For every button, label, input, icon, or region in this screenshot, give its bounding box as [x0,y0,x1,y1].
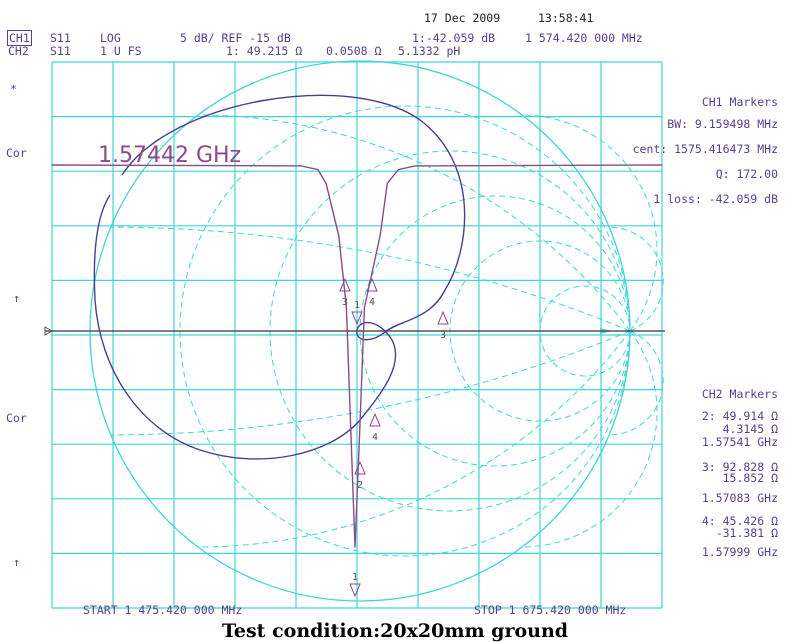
smith-reactance-arc [521,114,658,332]
smith-reactance-arc [609,330,664,436]
marker-1-symbol [351,311,363,326]
ch1-center: cent: 1575.416473 MHz [632,142,778,156]
active-channel-star: * [10,82,17,96]
ch2-m3-resistance: 3: 92.828 Ω [701,460,778,474]
cor-label-ch1: Cor [6,146,27,160]
ch2-m3-reactance: 15.852 Ω [722,471,778,485]
ch2-m2-frequency: 1.57541 GHz [701,435,778,449]
marker-4-symbol [366,277,378,292]
ch1-marker-readout: 1:-42.059 dB [412,31,496,45]
marker-1-label: 1 [354,300,360,311]
ref-arrow-1: ↑ [13,291,20,305]
ch2-inductance: 5.1332 pH [398,44,461,58]
ch2-m4-resistance: 4: 45.426 Ω [701,514,778,528]
marker-4-symbol [369,412,381,427]
smith-reactance-arc [521,330,658,548]
ch2-m4-frequency: 1.57999 GHz [701,545,778,559]
frequency-annotation: 1.57442 GHz [98,143,242,168]
marker-3-label: 3 [342,297,348,308]
smith-reactance-arc [609,226,664,332]
stop-frequency: STOP 1 675.420 000 MHz [474,603,627,617]
ch2-reactance: 0.0508 Ω [326,44,382,58]
log-mag-trace [51,164,663,548]
cor-label-ch2: Cor [6,411,27,425]
start-frequency: START 1 475.420 000 MHz [83,603,243,617]
ch1-q: Q: 172.00 [715,167,778,181]
ch2-markers-title: CH2 Markers [701,387,778,401]
ch2-m2-reactance: 4.3145 Ω [722,422,778,436]
marker-3-symbol [437,310,449,325]
marker-1-label: 1 [352,572,358,583]
smith-reactance-arc [359,330,631,602]
marker-1-symbol [349,583,361,598]
ch1-bw: BW: 9.159498 MHz [667,117,778,131]
ref-position-marker [44,326,54,336]
date-text: 17 Dec 2009 [424,11,501,25]
marker-4-label: 4 [369,297,375,308]
marker-2-label: 2 [357,480,363,491]
ch2-button[interactable]: CH2 [8,44,29,58]
ch2-param: S11 [50,44,71,58]
marker-3-symbol [339,277,351,292]
ch1-format: LOG [100,31,121,45]
ch2-marker-readout: 1: 49.215 Ω [226,44,303,58]
smith-reactance-arc [197,330,631,548]
time-text: 13:58:41 [538,11,594,25]
smith-trace [93,94,466,460]
ref-arrow-2: ↑ [13,555,20,569]
ch2-format: 1 U FS [100,44,142,58]
marker-3-label: 3 [440,330,446,341]
ch1-button[interactable]: CH1 [7,30,32,46]
caption: Test condition:20x20mm ground [221,620,569,642]
smith-reactance-arc [197,114,631,332]
ch2-m2-resistance: 2: 49.914 Ω [701,409,778,423]
ch1-markers-title: CH1 Markers [701,95,778,109]
marker-2-symbol [354,460,366,475]
marker-4-label: 4 [372,432,378,443]
ch1-loss: 1 loss: -42.059 dB [653,192,778,206]
ch2-m3-frequency: 1.57083 GHz [701,491,778,505]
ch1-scale: 5 dB/ REF -15 dB [180,31,291,45]
ch1-marker-freq: 1 574.420 000 MHz [525,31,643,45]
smith-reactance-arc [110,330,631,436]
smith-reactance-arc [110,226,631,332]
ch1-param: S11 [50,31,71,45]
smith-reactance-arc [359,60,631,332]
ch2-m4-reactance: -31.381 Ω [715,526,778,540]
